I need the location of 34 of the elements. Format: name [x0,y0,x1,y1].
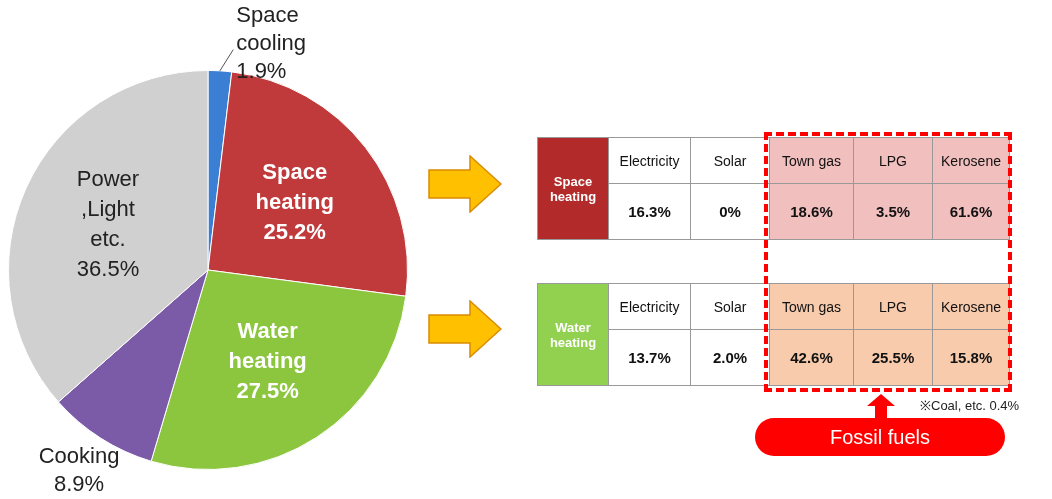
data-label: 25.2% [263,218,326,244]
text: Space heating [537,137,609,240]
text: Water heating [537,283,609,386]
slice-label: Water heating [228,318,307,374]
slice-label: Space cooling [236,2,306,56]
data-label: 27.5% [236,378,299,404]
data-label: 42.6% [769,329,854,386]
data-label: 18.6% [769,183,854,240]
category-label: Town gas [769,283,854,330]
data-label: 2.0% [690,329,770,386]
data-label: 0% [690,183,770,240]
slice-label: Cooking [38,443,120,469]
category-label: Solar [690,137,770,184]
data-label: 36.5% [76,255,140,281]
category-label: Electricity [608,283,691,330]
data-label: 16.3% [608,183,691,240]
category-label: LPG [853,283,933,330]
category-label: Solar [690,283,770,330]
slice-label: Space heating [255,158,334,214]
data-label: 3.5% [853,183,933,240]
category-label: LPG [853,137,933,184]
data-label: 61.6% [932,183,1010,240]
text: Fossil fuels [755,418,1005,456]
text: ※Coal, etc. 0.4% [920,397,1020,414]
slice-label: Power ,Light etc. [76,165,140,251]
category-label: Electricity [608,137,691,184]
category-label: Town gas [769,137,854,184]
data-label: 1.9% [236,58,287,84]
data-label: 8.9% [54,471,105,497]
data-label: 13.7% [608,329,691,386]
data-label: 15.8% [932,329,1010,386]
data-label: 25.5% [853,329,933,386]
category-label: Kerosene [932,137,1010,184]
category-label: Kerosene [932,283,1010,330]
